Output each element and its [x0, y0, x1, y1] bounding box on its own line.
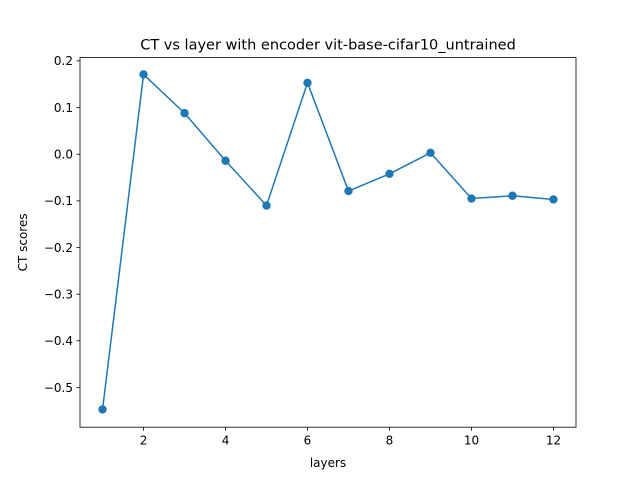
y-axis-title: CT scores [16, 213, 30, 271]
x-tick-label: 2 [140, 434, 148, 448]
y-tick-label: −0.3 [44, 288, 73, 302]
data-point [426, 148, 435, 157]
data-point [262, 201, 271, 210]
x-tick-label: 8 [386, 434, 394, 448]
data-point [221, 156, 230, 165]
x-tick-label: 10 [464, 434, 479, 448]
x-tick-label: 4 [222, 434, 230, 448]
y-tick-label: −0.5 [44, 381, 73, 395]
y-tick-label: 0.1 [54, 101, 73, 115]
y-tick-label: −0.2 [44, 241, 73, 255]
series-layer [98, 70, 558, 414]
y-tick-label: 0.2 [54, 54, 73, 68]
data-point [508, 191, 517, 200]
plot-frame [79, 57, 577, 428]
data-point [180, 108, 189, 118]
chart-title: CT vs layer with encoder vit-base-cifar1… [140, 38, 516, 54]
y-tick-label: 0.0 [54, 148, 73, 162]
data-point [467, 194, 476, 203]
data-point [303, 78, 312, 88]
y-tick-label: −0.4 [44, 334, 73, 348]
plot-area [79, 57, 577, 428]
x-axis-ticks: 2 4 6 8 10 12 [140, 427, 561, 448]
x-tick-label: 12 [546, 434, 561, 448]
y-axis-ticks: 0.2 0.1 0.0 −0.1 −0.2 −0.3 −0.4 −0.5 [44, 54, 80, 395]
data-point [549, 195, 558, 204]
series-line [101, 73, 554, 410]
y-tick-label: −0.1 [44, 194, 73, 208]
data-point [139, 70, 148, 79]
data-point [98, 405, 107, 414]
data-point [385, 169, 394, 178]
data-point [344, 186, 353, 196]
x-axis-title: layers [310, 456, 346, 470]
x-tick-label: 6 [304, 434, 312, 448]
